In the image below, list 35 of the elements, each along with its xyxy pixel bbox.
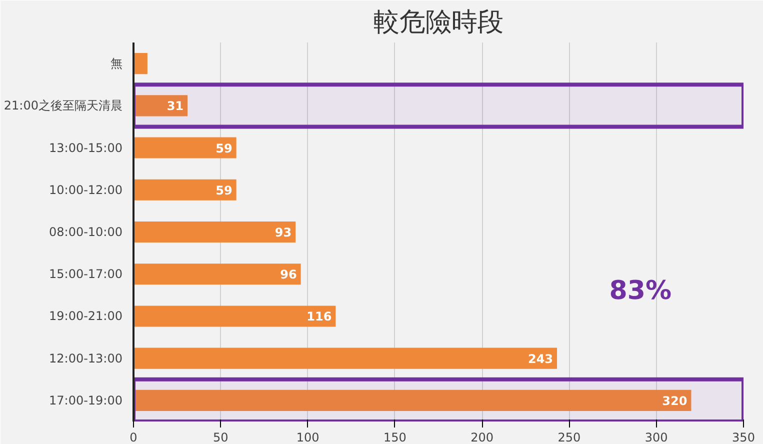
- data-label: 59: [216, 141, 232, 156]
- x-tick-label: 50: [213, 430, 228, 444]
- y-tick-label: 無: [110, 56, 122, 71]
- x-tick-label: 350: [732, 430, 755, 444]
- bar: [134, 95, 188, 116]
- x-tick-label: 200: [470, 430, 494, 444]
- bar: [134, 348, 558, 369]
- y-tick-label: 21:00之後至隔天清晨: [4, 98, 123, 113]
- annotation: 83%: [609, 276, 672, 306]
- chart-title: 較危險時段: [374, 8, 504, 38]
- data-label: 96: [280, 268, 297, 282]
- bar: [134, 306, 336, 327]
- bar: [134, 137, 236, 158]
- y-tick-label: 08:00-10:00: [49, 225, 123, 239]
- x-tick-label: 250: [558, 430, 581, 444]
- bar: [134, 53, 148, 74]
- x-tick-label: 100: [296, 430, 320, 444]
- data-label: 31: [166, 99, 184, 114]
- data-label: 59: [216, 183, 232, 198]
- x-tick-label: 0: [130, 430, 138, 444]
- data-label: 116: [306, 310, 332, 324]
- data-label: 93: [274, 226, 292, 240]
- y-tick-label: 17:00-19:00: [49, 393, 123, 408]
- x-tick-label: 300: [644, 430, 668, 444]
- y-tick-label: 15:00-17:00: [49, 267, 123, 282]
- bar: [134, 179, 236, 200]
- data-label: 243: [528, 352, 554, 366]
- bar: [134, 264, 301, 285]
- y-tick-label: 13:00-15:00: [49, 140, 123, 155]
- y-tick-label: 10:00-12:00: [49, 182, 123, 197]
- data-label: 320: [662, 394, 688, 408]
- bar: [134, 221, 296, 243]
- y-tick-label: 12:00-13:00: [49, 351, 123, 366]
- y-tick-label: 19:00-21:00: [49, 309, 123, 324]
- x-tick-label: 150: [383, 430, 406, 444]
